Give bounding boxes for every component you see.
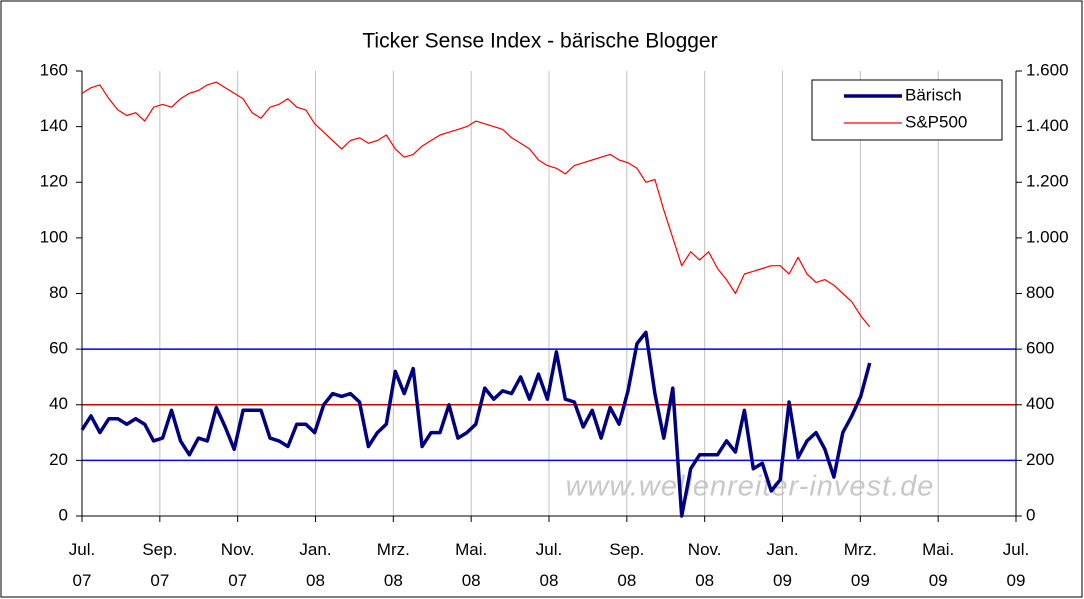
x-tick-label: Nov. 08 [687, 540, 722, 590]
y-tick-label: 80 [49, 283, 68, 302]
y2-tick-label: 1.600 [1026, 60, 1069, 79]
y-tick-label: 140 [40, 116, 68, 135]
x-tick-label: Sep. 08 [609, 540, 645, 590]
y2-tick-label: 600 [1026, 339, 1054, 358]
x-tick-label: Nov. 07 [220, 540, 255, 590]
series-line [81, 81, 871, 328]
x-tick-label: Mai. 08 [455, 540, 488, 590]
y-tick-label: 0 [59, 505, 68, 524]
x-tick-label: Jul. 07 [68, 540, 96, 590]
x-tick-label: Jul. 09 [1002, 540, 1030, 590]
watermark: www.wellenreiter-invest.de [566, 471, 935, 503]
y-tick-label: 120 [40, 172, 68, 191]
chart-title: Ticker Sense Index - bärische Blogger [362, 30, 717, 53]
x-tick-label: Jul. 08 [535, 540, 563, 590]
legend-box [811, 79, 1003, 141]
y-tick-label: 60 [49, 339, 68, 358]
x-tick-label: Sep. 07 [142, 540, 178, 590]
y-tick-label: 20 [49, 450, 68, 469]
x-tick-label: Jan. 08 [299, 540, 332, 590]
y-tick-label: 100 [40, 227, 68, 246]
y2-tick-label: 0 [1026, 505, 1035, 524]
x-tick-label: Mrz. 08 [376, 540, 410, 590]
x-tick-label: Mrz. 09 [843, 540, 877, 590]
y2-tick-label: 1.200 [1026, 172, 1069, 191]
y-tick-label: 40 [49, 394, 68, 413]
y2-tick-label: 1.400 [1026, 116, 1069, 135]
y2-tick-label: 800 [1026, 283, 1054, 302]
legend-label: Bärisch [905, 85, 962, 104]
y2-tick-label: 1.000 [1026, 227, 1069, 246]
y-tick-label: 160 [40, 60, 68, 79]
legend-label: S&P500 [905, 112, 967, 131]
x-tick-label: Jan. 09 [766, 540, 799, 590]
y2-tick-label: 200 [1026, 450, 1054, 469]
series-line [80, 330, 872, 518]
y2-tick-label: 400 [1026, 394, 1054, 413]
x-tick-label: Mai. 09 [922, 540, 955, 590]
